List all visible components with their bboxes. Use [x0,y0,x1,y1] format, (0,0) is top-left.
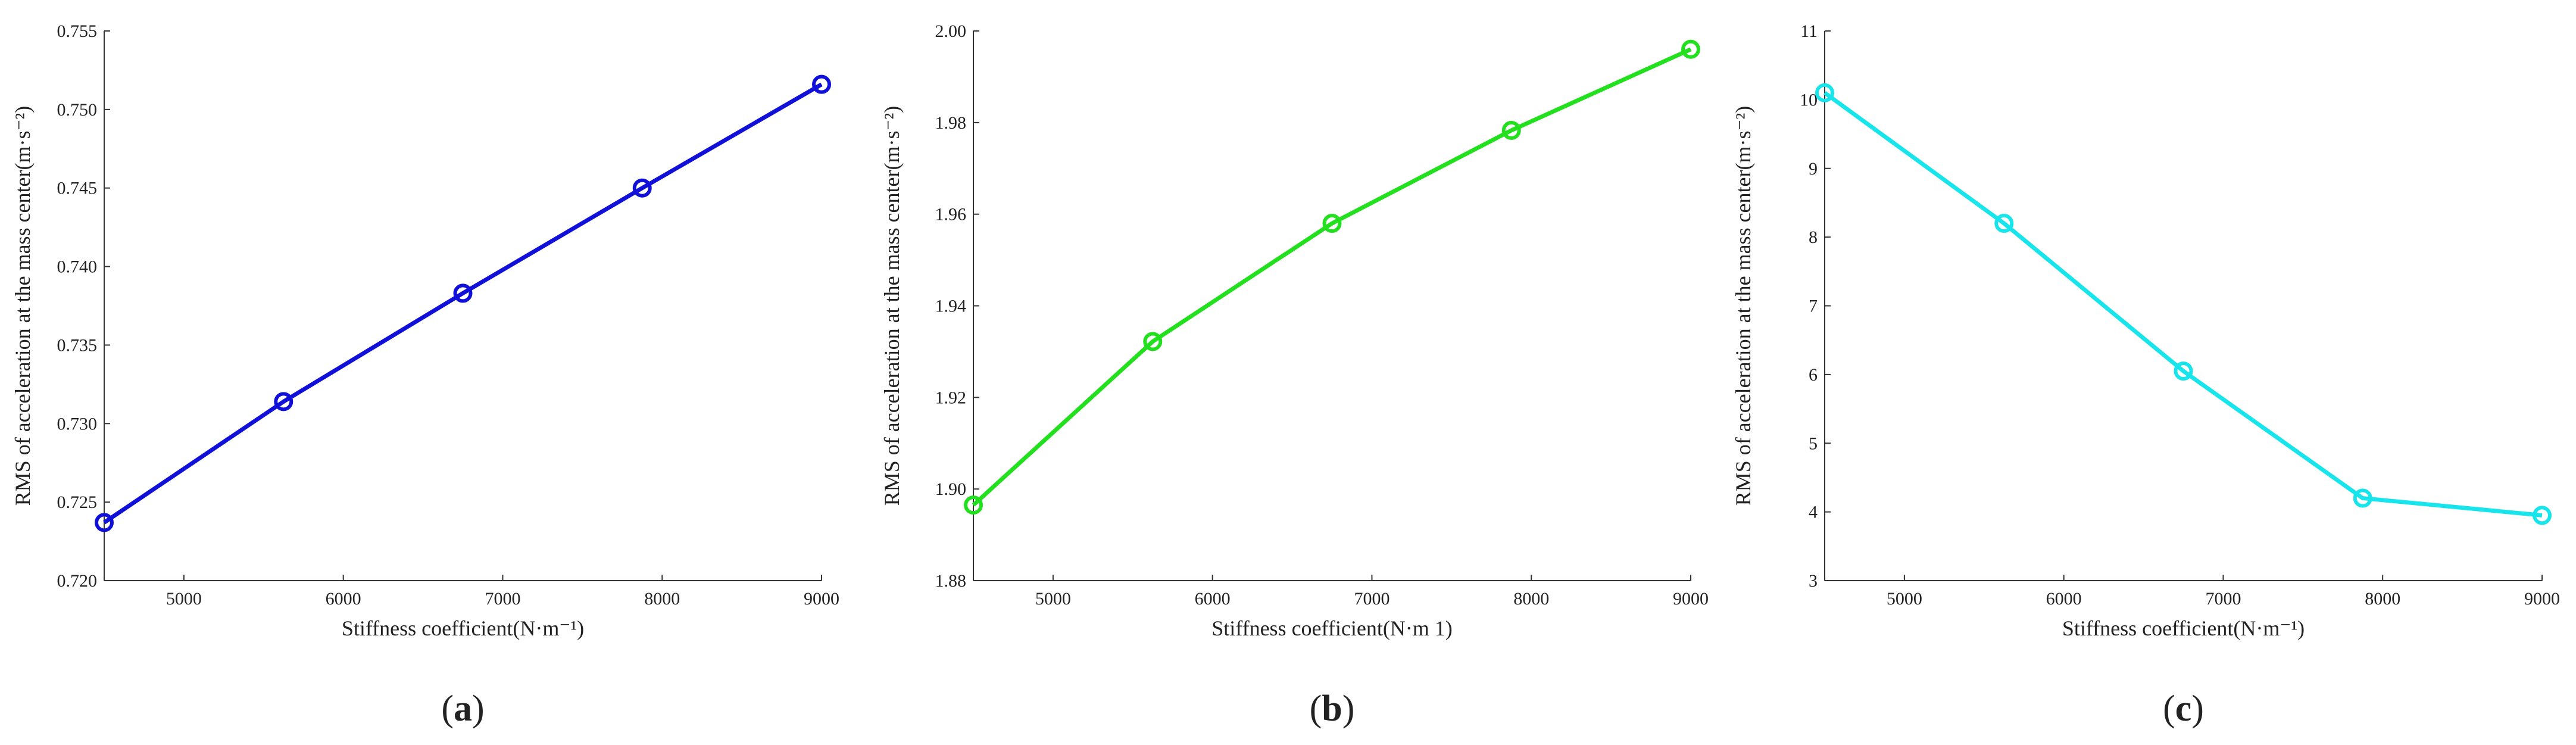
y-tick-label: 5 [1809,434,1818,453]
data-point [632,178,652,198]
y-tick-label: 0.740 [57,257,98,277]
panel-label-close: ) [1342,688,1355,729]
y-tick-label: 1.92 [935,388,967,407]
x-tick-label: 6000 [1195,589,1231,609]
x-axis-label: Stiffness coefficient(N·m 1) [1211,616,1453,640]
chart-panel-b: 5000 6000 7000 8000 9000 1.88 1.90 1.92 1.94 1.96… [880,21,1709,729]
x-axis-label: Stiffness coefficient(N·m⁻¹) [342,616,584,640]
data-point [95,513,114,532]
y-tick-label: 0.725 [57,492,98,512]
x-tick-label: 9000 [2524,589,2560,609]
panel-label-letter: a [454,688,472,729]
panel-label-letter: b [1322,688,1342,729]
y-tick-label: 3 [1809,571,1818,591]
y-tick-label: 1.98 [935,113,967,133]
x-tick-label: 9000 [804,589,839,609]
data-point [2174,361,2193,381]
x-tick-label: 9000 [1673,589,1709,609]
panel-label-open: ( [1310,688,1322,729]
y-axis-label: RMS of acceleration at the mass center(m… [11,106,35,506]
y-tick-label: 0.730 [57,414,98,434]
chart-panel-a: 5000 6000 7000 8000 9000 0.720 0.725 0.730 0.735… [11,21,839,729]
panel-label: (c) [2163,688,2204,729]
y-axis-label: RMS of acceleration at the mass center(m… [880,106,904,506]
panel-label-open: ( [2163,688,2175,729]
x-tick-label: 5000 [1887,589,1922,609]
y-tick-label: 11 [1800,21,1818,41]
y-tick-label: 1.90 [935,479,967,499]
y-tick-label: 0.750 [57,100,98,120]
x-tick-label: 6000 [326,589,361,609]
x-tick-label: 8000 [2365,589,2400,609]
x-tick-label: 8000 [1513,589,1549,609]
y-tick-label: 8 [1809,227,1818,247]
y-tick-label: 1.88 [935,571,967,591]
panel-label-close: ) [2191,688,2204,729]
panel-label-open: ( [441,688,454,729]
data-point [1322,214,1342,233]
panel-label-letter: c [2175,688,2192,729]
panel-label: (b) [1310,688,1355,729]
data-point [2353,488,2372,508]
y-tick-label: 6 [1809,365,1818,385]
y-tick-label: 10 [1800,90,1818,110]
y-axis-label: RMS of acceleration at the mass center(m… [1731,106,1755,506]
x-tick-label: 7000 [485,589,520,609]
y-tick-label: 9 [1809,159,1818,179]
chart-panel-c: 5000 6000 7000 8000 9000 3 4 5 6 7 8 9 10 11 Stiffness… [1731,21,2560,729]
series-line [103,82,823,525]
y-tick-label: 0.745 [57,179,98,198]
y-tick-label: 7 [1809,297,1818,316]
series-line [972,47,1692,507]
y-tick-label: 2.00 [935,21,967,41]
x-tick-label: 8000 [644,589,680,609]
y-tick-label: 4 [1809,503,1818,522]
data-point [1143,332,1163,351]
x-tick-label: 7000 [2205,589,2241,609]
y-tick-label: 0.720 [57,571,98,591]
y-tick-label: 1.94 [935,297,967,316]
data-point [1501,120,1521,140]
y-tick-label: 1.96 [935,205,967,225]
data-point [1994,214,2014,233]
data-point [453,283,473,303]
data-point [2533,506,2552,525]
data-point [1681,39,1700,59]
panel-label: (a) [441,688,484,729]
y-tick-label: 0.735 [57,335,98,355]
panel-label-close: ) [472,688,485,729]
data-point [274,392,293,412]
data-point [964,495,983,515]
x-axis-label: Stiffness coefficient(N·m⁻¹) [2062,616,2305,640]
data-point [1815,83,1834,102]
data-point [812,74,831,94]
x-tick-label: 5000 [1035,589,1071,609]
x-tick-label: 7000 [1354,589,1390,609]
series-line [1823,91,2543,518]
x-tick-label: 5000 [166,589,202,609]
y-tick-label: 0.755 [57,21,98,41]
x-tick-label: 6000 [2046,589,2082,609]
